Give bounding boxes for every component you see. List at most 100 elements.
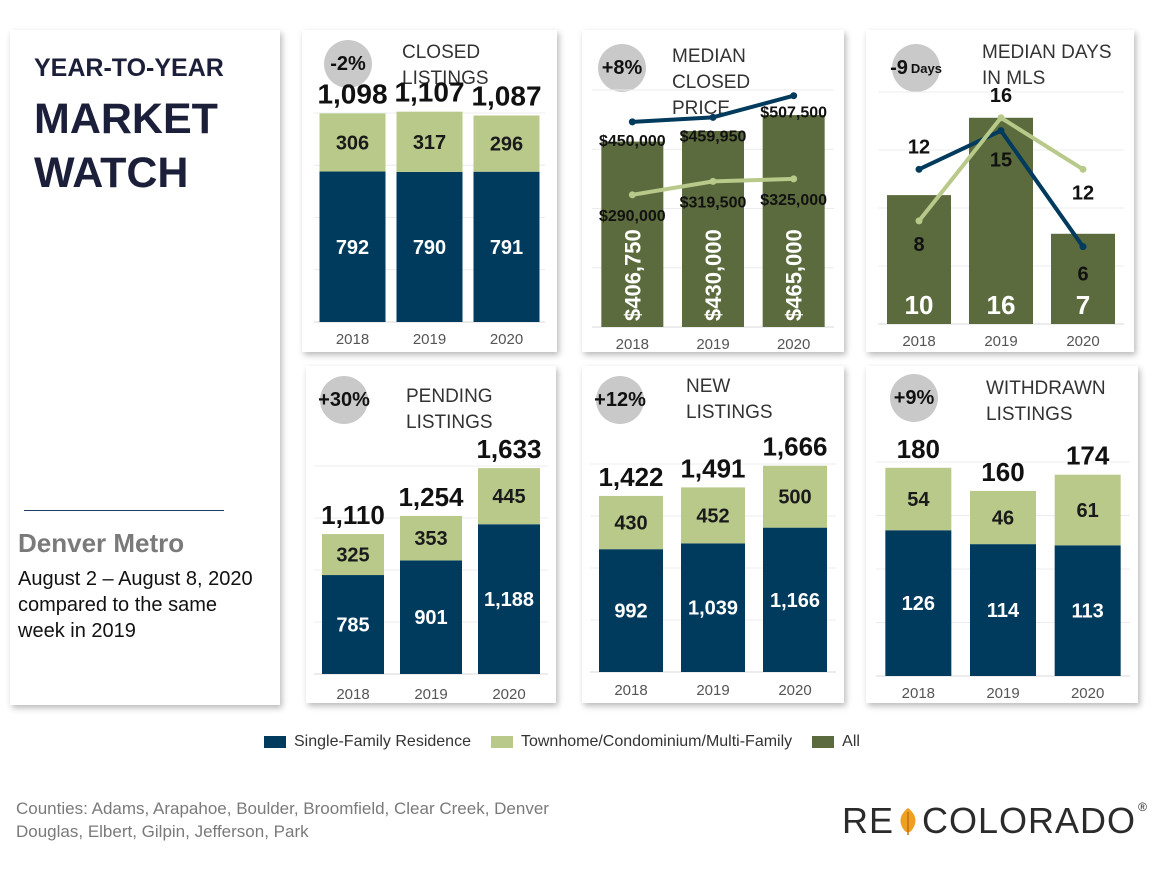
change-badge: -2% xyxy=(324,40,372,88)
chart-title-line: MEDIAN DAYS xyxy=(982,42,1112,63)
change-badge: +8% xyxy=(598,44,646,92)
bar-value-label-single-family: 790 xyxy=(413,237,446,259)
logo-text-right: COLORADO xyxy=(922,800,1137,841)
bar-single-family xyxy=(681,543,745,672)
line-value-label-townhome: $325,000 xyxy=(760,192,827,209)
divider xyxy=(24,510,224,511)
counties-line: Counties: Adams, Arapahoe, Boulder, Broo… xyxy=(16,799,549,818)
bar-value-label-townhome: 500 xyxy=(778,487,811,509)
bar-value-label-single-family: 992 xyxy=(614,601,647,623)
change-badge: -9 Days xyxy=(890,44,942,92)
line-value-label-townhome: 16 xyxy=(990,85,1012,107)
bar-value-label-townhome: 54 xyxy=(907,489,930,511)
bar-value-label-single-family: 126 xyxy=(902,593,935,615)
bar-all xyxy=(682,131,744,327)
chart-title: PENDING LISTINGS xyxy=(406,384,546,436)
closed-listings-card: -2% CLOSED LISTINGS 2018 2019 2020 792 306 1,098… xyxy=(302,30,557,352)
line-value-label-single-family: 6 xyxy=(1077,264,1088,286)
point-townhome xyxy=(628,191,636,199)
bar-all xyxy=(969,117,1033,325)
x-tick-label: 2018 xyxy=(902,685,935,702)
change-badge: +9% xyxy=(890,374,938,422)
legend-swatch xyxy=(490,736,513,748)
median-closed-price-card: +8% MEDIAN CLOSED PRICE 2018 2019 2020 $406,75… xyxy=(582,30,844,353)
bar-townhome xyxy=(1054,474,1121,546)
date-line: August 2 – August 8, 2020 xyxy=(18,568,253,590)
x-tick-label: 2018 xyxy=(902,333,935,350)
legend-swatch xyxy=(264,736,286,748)
bar-townhome xyxy=(599,495,663,550)
point-townhome xyxy=(709,177,717,185)
badge-value: -9 xyxy=(890,56,908,79)
bar-townhome xyxy=(473,115,540,172)
bar-single-family xyxy=(763,527,827,672)
line-value-label-single-family: $450,000 xyxy=(599,133,666,150)
bar-value-label-single-family: 785 xyxy=(336,615,369,637)
chart-title-line: LISTINGS xyxy=(406,412,493,433)
title-line-3: WATCH xyxy=(34,149,189,197)
region-name: Denver Metro xyxy=(18,528,185,558)
bar-total-label: 1,633 xyxy=(476,434,541,464)
bar-total-label: 174 xyxy=(1066,441,1110,471)
bar-value-label-single-family: 1,188 xyxy=(484,589,534,611)
chart-title-line: IN MLS xyxy=(982,68,1046,89)
x-tick-label: 2020 xyxy=(1071,685,1104,702)
bar-total-label: 1,107 xyxy=(394,77,464,108)
bar-townhome xyxy=(322,534,384,576)
chart-title: MEDIAN CLOSED PRICE xyxy=(672,44,812,122)
change-badge: +12% xyxy=(594,376,646,424)
line-value-label-single-family: $459,950 xyxy=(680,128,747,145)
date-line: week in 2019 xyxy=(18,620,136,642)
counties-note: Counties: Adams, Arapahoe, Boulder, Broo… xyxy=(16,797,656,843)
new-listings-card: +12% NEW LISTINGS 2018 2019 2020 992 430 1,422 1,… xyxy=(582,366,844,703)
point-townhome xyxy=(915,217,923,225)
badge-value: +8% xyxy=(601,56,643,79)
legend-label: All xyxy=(842,733,860,750)
bar-value-label-single-family: 792 xyxy=(336,237,369,259)
legend: Single-Family Residence Townhome/Condomi… xyxy=(264,733,880,751)
logo-text-left: RE xyxy=(842,800,895,841)
bar-value-label-all: $406,750 xyxy=(620,229,645,321)
plot-area: 2018 2019 2020 992 430 1,422 1,039 452 1,491 1,16… xyxy=(590,432,836,699)
chart-title-line: WITHDRAWN xyxy=(986,378,1106,399)
bar-value-label-townhome: 452 xyxy=(696,505,729,527)
bar-total-label: 1,491 xyxy=(680,453,745,483)
badge-value: +30% xyxy=(318,388,370,411)
point-single-family xyxy=(628,118,636,126)
x-tick-label: 2020 xyxy=(492,686,525,703)
badge-unit: Days xyxy=(910,60,942,76)
bar-townhome xyxy=(681,487,745,544)
chart-title-line: PRICE xyxy=(672,98,731,119)
chart-title: WITHDRAWN LISTINGS xyxy=(986,376,1126,428)
line-value-label-townhome: $319,500 xyxy=(680,194,747,211)
x-tick-label: 2019 xyxy=(986,685,1019,702)
bar-townhome xyxy=(970,490,1036,545)
bar-total-label: 180 xyxy=(897,434,940,464)
bar-single-family xyxy=(400,560,462,674)
chart-title: NEW LISTINGS xyxy=(686,374,826,426)
title-line-1: YEAR-TO-YEAR xyxy=(34,54,224,82)
bar-all xyxy=(887,195,951,324)
bar-value-label-townhome: 296 xyxy=(490,134,523,156)
bar-townhome xyxy=(396,111,463,172)
aspen-leaf-icon xyxy=(900,808,916,835)
x-tick-label: 2020 xyxy=(778,682,811,699)
bar-value-label-townhome: 46 xyxy=(992,508,1014,530)
title-panel: YEAR-TO-YEAR MARKET WATCH Denver Metro A… xyxy=(10,30,280,705)
title-line-2: MARKET xyxy=(34,95,218,143)
bar-townhome xyxy=(400,515,462,561)
line-value-label-townhome: 8 xyxy=(913,234,924,256)
bar-value-label-townhome: 61 xyxy=(1077,500,1099,522)
plot-area: 2018 2019 2020 792 306 1,098 790 317 1,107 791 296… xyxy=(314,77,545,348)
bar-total-label: 1,666 xyxy=(762,432,827,462)
x-tick-label: 2018 xyxy=(336,331,369,348)
bar-single-family xyxy=(885,530,952,676)
bar-value-label-all: $465,000 xyxy=(782,229,807,321)
x-tick-label: 2018 xyxy=(336,686,369,703)
bar-value-label-townhome: 317 xyxy=(413,132,446,154)
x-tick-label: 2019 xyxy=(414,686,447,703)
bar-single-family xyxy=(599,549,663,672)
bar-value-label-all: 7 xyxy=(1076,290,1090,320)
x-tick-label: 2020 xyxy=(777,336,810,353)
bar-total-label: 1,110 xyxy=(321,500,385,530)
